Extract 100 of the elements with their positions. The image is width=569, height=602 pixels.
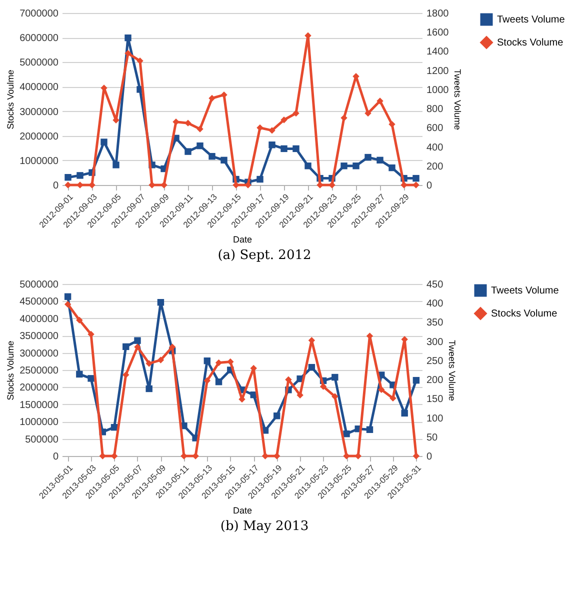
point: [412, 452, 420, 460]
point: [215, 378, 222, 386]
y2-tick-label: 200: [426, 375, 444, 386]
point: [364, 154, 372, 161]
point: [157, 298, 164, 306]
point: [268, 127, 276, 134]
point: [400, 182, 408, 188]
y-tick-label: 3500000: [20, 331, 59, 342]
point: [364, 110, 372, 117]
point: [232, 182, 240, 188]
point: [280, 116, 288, 124]
point: [157, 356, 164, 364]
y-tick-label: 500000: [25, 434, 59, 446]
y-tick-label: 3000000: [20, 106, 59, 118]
y2-tick-label: 200: [426, 161, 444, 172]
y2-tick-label: 250: [426, 356, 444, 367]
point: [124, 50, 132, 57]
point: [256, 176, 264, 183]
y-tick-label: 6000000: [20, 33, 59, 44]
y2-tick-label: 1800: [426, 8, 450, 20]
point: [208, 94, 216, 102]
point: [76, 370, 83, 378]
y2-tick-label: 350: [426, 318, 444, 329]
point: [227, 358, 234, 366]
point: [146, 360, 152, 367]
point: [64, 182, 72, 188]
point: [332, 374, 338, 381]
point: [244, 182, 252, 188]
point: [99, 452, 106, 460]
point: [100, 138, 108, 146]
point: [304, 162, 312, 170]
y2-tick-label: 1600: [426, 28, 450, 39]
point: [280, 145, 288, 152]
legend-label: Stocks Volume: [497, 38, 564, 48]
point: [88, 182, 96, 188]
point: [220, 156, 228, 164]
y2-tick-label: 1200: [426, 66, 450, 77]
y2-tick-label: 100: [426, 413, 444, 424]
x-axis-title: Date: [232, 505, 252, 516]
point: [412, 182, 420, 188]
point: [292, 110, 300, 117]
point: [184, 148, 192, 155]
point: [376, 156, 384, 164]
y2-tick-label: 0: [426, 180, 432, 192]
point: [204, 377, 211, 384]
y-tick-label: 1000000: [20, 417, 59, 428]
point: [204, 357, 211, 364]
point: [354, 452, 362, 460]
point: [256, 124, 264, 132]
y-axis-title: Stocks Volume: [6, 340, 16, 400]
point: [308, 364, 316, 371]
point: [172, 118, 180, 126]
y2-axis-title: Tweets Volume: [452, 68, 463, 130]
y-tick-label: 4000000: [20, 314, 59, 325]
y-tick-label: 1500000: [20, 400, 59, 411]
point: [268, 142, 276, 148]
point: [112, 162, 120, 168]
y2-tick-label: 400: [426, 298, 444, 310]
text: (a) Sept. 2012: [216, 248, 312, 263]
point: [208, 152, 216, 160]
y2-tick-label: 150: [426, 394, 444, 406]
point: [366, 426, 374, 433]
text: (b) May 2013: [219, 519, 310, 534]
y-tick-label: 5000000: [20, 280, 59, 290]
legend-label: Stocks Volume: [491, 308, 558, 320]
point: [146, 385, 152, 392]
point: [328, 182, 336, 188]
point: [343, 452, 350, 460]
y-tick-label: 0: [52, 180, 59, 192]
y2-axis-title: Tweets Volume: [447, 340, 458, 402]
point: [388, 120, 396, 128]
point: [292, 145, 300, 152]
point: [340, 114, 348, 122]
y2-tick-label: 0: [426, 452, 432, 462]
point: [304, 32, 312, 39]
point: [412, 174, 420, 182]
legend-label: Tweets Volume: [491, 286, 560, 296]
point: [184, 120, 192, 126]
point: [136, 58, 144, 64]
point: [134, 337, 141, 344]
point: [320, 383, 327, 390]
point: [134, 344, 141, 350]
y-tick-label: 4000000: [20, 82, 59, 94]
point: [122, 371, 130, 378]
point: [76, 316, 83, 324]
point: [196, 142, 204, 150]
point: [76, 182, 84, 188]
point: [388, 164, 396, 172]
point: [352, 162, 360, 170]
point: [412, 376, 420, 384]
y-tick-label: 7000000: [20, 8, 59, 20]
y2-tick-label: 450: [426, 280, 444, 290]
point: [122, 343, 130, 350]
y2-tick-label: 50: [426, 432, 438, 444]
y-tick-label: 2500000: [20, 366, 59, 376]
point: [332, 393, 338, 400]
point: [316, 182, 324, 188]
point: [64, 174, 72, 181]
y-tick-label: 2000000: [20, 382, 59, 394]
y2-tick-label: 1000: [426, 84, 450, 96]
